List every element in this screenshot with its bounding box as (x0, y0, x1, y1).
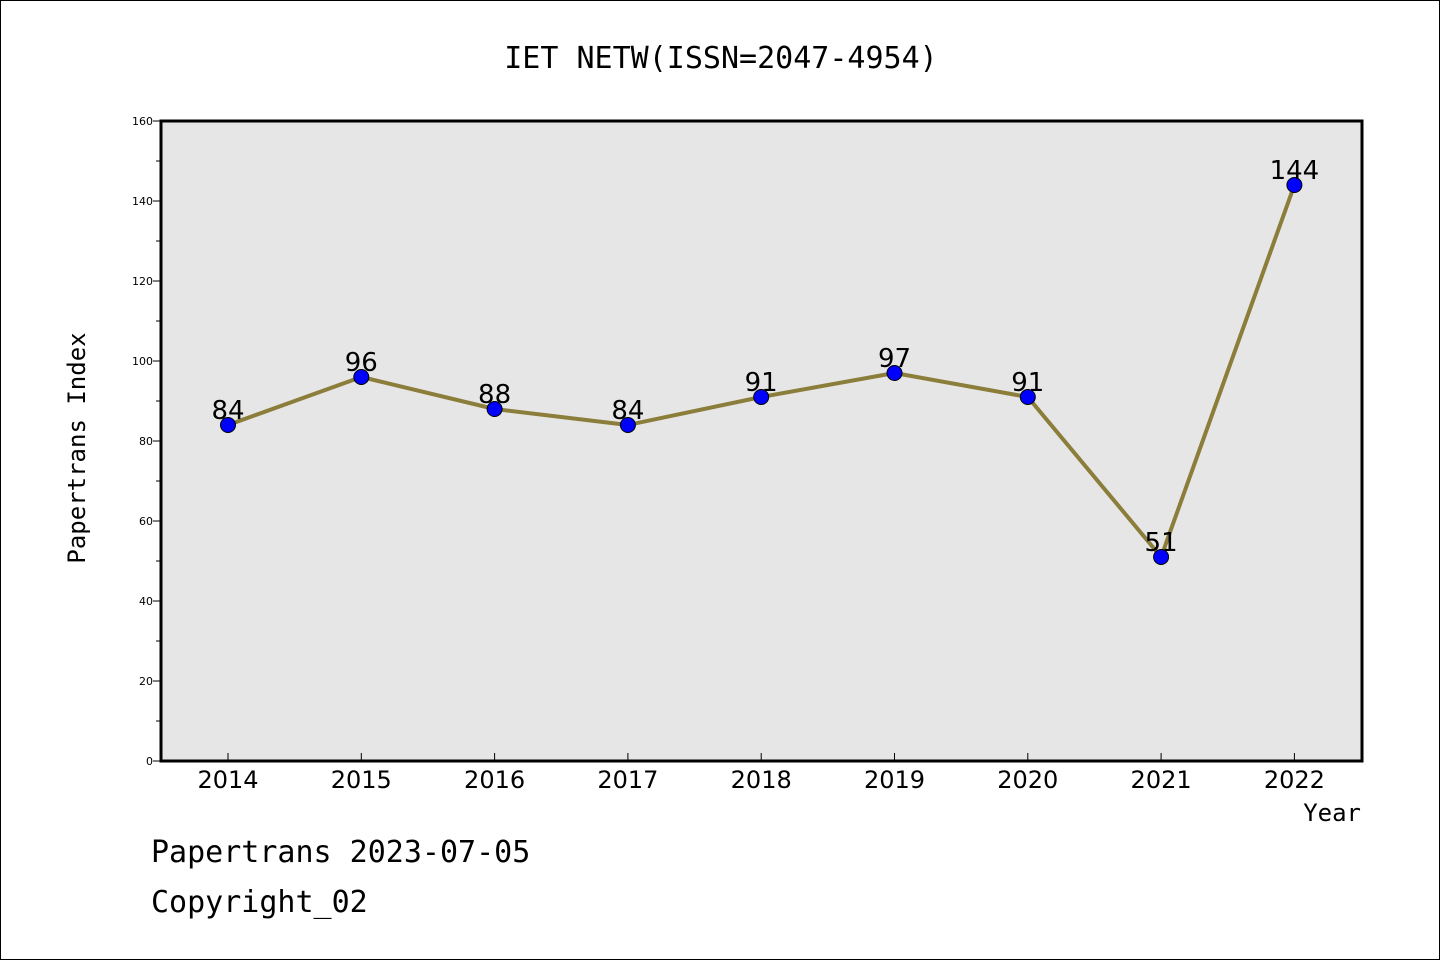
data-point (220, 417, 236, 433)
data-label: 144 (1270, 156, 1320, 186)
data-point (619, 417, 636, 433)
footer-date: Papertrans 2023-07-05 (151, 835, 531, 870)
data-label: 84 (211, 396, 244, 426)
data-point (353, 369, 370, 385)
y-tick-label: 140 (132, 195, 153, 208)
data-label: 84 (611, 396, 644, 426)
footer-copyright: Copyright_02 (151, 885, 368, 920)
series-group: 84 96 88 84 91 97 91 51 144 (211, 156, 1319, 565)
data-point (886, 365, 903, 381)
data-point (1019, 389, 1036, 405)
data-point (486, 401, 503, 417)
data-label: 51 (1145, 528, 1178, 558)
data-label: 91 (745, 368, 778, 398)
y-axis: 0 20 40 60 80 100 120 140 160 (132, 115, 161, 768)
data-label: 88 (478, 380, 511, 410)
y-tick-label: 40 (139, 595, 153, 608)
data-label: 97 (878, 344, 911, 374)
x-tick-label: 2015 (331, 766, 392, 794)
data-label: 91 (1011, 368, 1044, 398)
data-point (1153, 549, 1170, 565)
data-point (753, 389, 770, 405)
y-tick-label: 80 (139, 435, 153, 448)
x-axis-label: Year (1303, 799, 1361, 827)
x-tick-label: 2019 (864, 766, 925, 794)
y-tick-label: 60 (139, 515, 153, 528)
y-tick-label: 120 (132, 275, 153, 288)
y-tick-label: 0 (146, 755, 153, 768)
y-tick-label: 20 (139, 675, 153, 688)
data-point (1286, 177, 1303, 193)
plot-area (159, 119, 1364, 763)
x-tick-label: 2020 (997, 766, 1058, 794)
x-tick-label: 2016 (464, 766, 525, 794)
y-tick-label: 100 (132, 355, 153, 368)
data-label: 96 (345, 348, 378, 378)
x-tick-label: 2017 (597, 766, 658, 794)
x-tick-label: 2018 (731, 766, 792, 794)
x-tick-label: 2022 (1264, 766, 1325, 794)
y-axis-label: Papertrans Index (63, 332, 91, 563)
x-tick-label: 2014 (197, 766, 258, 794)
chart-title: IET NETW(ISSN=2047-4954) (504, 41, 937, 76)
y-tick-label: 160 (132, 115, 153, 128)
x-tick-label: 2021 (1131, 766, 1192, 794)
x-axis: 2014 2015 2016 2017 2018 2019 2020 2021 2022 (197, 753, 1325, 794)
